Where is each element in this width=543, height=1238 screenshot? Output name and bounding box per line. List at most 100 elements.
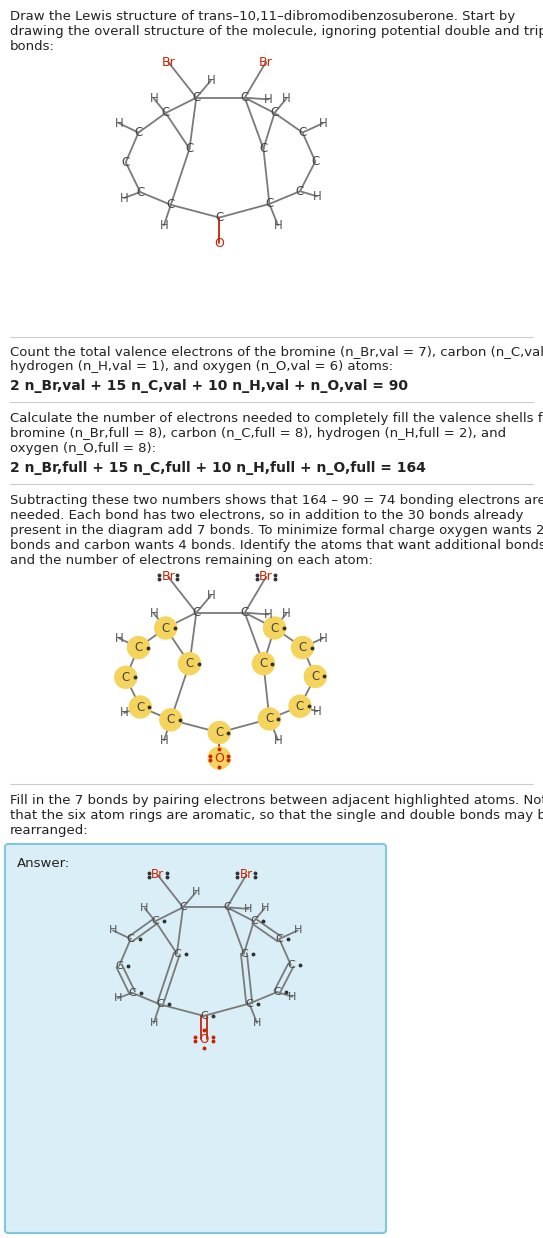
Text: C: C	[270, 106, 279, 120]
Text: C: C	[167, 198, 175, 212]
Text: C: C	[260, 142, 268, 155]
Text: C: C	[136, 701, 144, 713]
Text: H: H	[192, 886, 200, 898]
Text: O: O	[214, 751, 224, 765]
Text: C: C	[270, 621, 279, 635]
Circle shape	[160, 709, 182, 730]
Text: Subtracting these two numbers shows that 164 – 90 = 74 bonding electrons are: Subtracting these two numbers shows that…	[10, 494, 543, 508]
Text: H: H	[288, 992, 296, 1002]
Text: H: H	[282, 607, 291, 620]
Text: H: H	[119, 192, 129, 204]
Text: Calculate the number of electrons needed to completely fill the valence shells f: Calculate the number of electrons needed…	[10, 412, 543, 425]
Text: 2 n_Br,val + 15 n_C,val + 10 n_H,val + n_O,val = 90: 2 n_Br,val + 15 n_C,val + 10 n_H,val + n…	[10, 379, 408, 392]
Text: H: H	[115, 116, 123, 130]
Text: H: H	[313, 704, 321, 718]
Circle shape	[292, 636, 313, 659]
Text: that the six atom rings are aromatic, so that the single and double bonds may be: that the six atom rings are aromatic, so…	[10, 808, 543, 822]
Text: H: H	[253, 1018, 261, 1028]
Text: C: C	[179, 903, 187, 912]
Text: H: H	[206, 74, 215, 87]
Text: Answer:: Answer:	[17, 857, 70, 870]
Text: Br: Br	[151, 869, 164, 881]
Text: Count the total valence electrons of the bromine (n_Br,val = 7), carbon (n_C,val: Count the total valence electrons of the…	[10, 345, 543, 358]
Circle shape	[258, 708, 280, 730]
Text: H: H	[113, 993, 122, 1003]
Text: C: C	[241, 607, 249, 619]
Text: C: C	[185, 657, 194, 670]
Text: C: C	[299, 641, 307, 654]
Text: C: C	[134, 126, 143, 139]
Text: H: H	[119, 707, 129, 719]
Text: H: H	[149, 607, 158, 620]
Text: Br: Br	[259, 571, 273, 583]
Circle shape	[252, 652, 274, 675]
Text: C: C	[260, 657, 268, 670]
Text: C: C	[245, 999, 253, 1009]
Text: C: C	[266, 712, 274, 725]
Text: C: C	[128, 988, 136, 998]
Text: C: C	[156, 999, 164, 1009]
Text: needed. Each bond has two electrons, so in addition to the 30 bonds already: needed. Each bond has two electrons, so …	[10, 509, 523, 522]
Text: C: C	[115, 961, 123, 971]
Text: C: C	[215, 210, 223, 224]
Text: Br: Br	[161, 571, 175, 583]
Circle shape	[289, 696, 311, 717]
Text: H: H	[141, 903, 149, 914]
Text: C: C	[127, 933, 135, 943]
Text: H: H	[264, 93, 273, 106]
Text: C: C	[151, 916, 159, 926]
FancyBboxPatch shape	[5, 844, 386, 1233]
Text: C: C	[250, 916, 258, 926]
Text: H: H	[319, 116, 327, 130]
Text: H: H	[109, 926, 117, 936]
Text: H: H	[264, 608, 273, 621]
Text: C: C	[192, 92, 200, 104]
Text: Br: Br	[239, 869, 252, 881]
Text: H: H	[294, 926, 302, 936]
Text: 2 n_Br,full + 15 n_C,full + 10 n_H,full + n_O,full = 164: 2 n_Br,full + 15 n_C,full + 10 n_H,full …	[10, 461, 426, 475]
Text: H: H	[160, 219, 168, 232]
Text: H: H	[150, 1018, 158, 1028]
Text: H: H	[160, 734, 168, 747]
Text: Fill in the 7 bonds by pairing electrons between adjacent highlighted atoms. Not: Fill in the 7 bonds by pairing electrons…	[10, 794, 543, 807]
Text: C: C	[134, 641, 143, 654]
Text: C: C	[296, 699, 304, 713]
Text: C: C	[223, 903, 231, 912]
Text: C: C	[273, 987, 281, 997]
Text: rearranged:: rearranged:	[10, 825, 89, 837]
Text: O: O	[199, 1032, 209, 1046]
Text: C: C	[311, 155, 319, 168]
Circle shape	[209, 747, 230, 769]
Text: H: H	[274, 734, 282, 747]
Text: C: C	[241, 92, 249, 104]
Text: C: C	[122, 671, 130, 683]
Text: O: O	[214, 236, 224, 250]
Circle shape	[155, 617, 176, 639]
Text: bromine (n_Br,full = 8), carbon (n_C,full = 8), hydrogen (n_H,full = 2), and: bromine (n_Br,full = 8), carbon (n_C,ful…	[10, 427, 506, 439]
Text: Br: Br	[161, 56, 175, 68]
Text: hydrogen (n_H,val = 1), and oxygen (n_O,val = 6) atoms:: hydrogen (n_H,val = 1), and oxygen (n_O,…	[10, 360, 393, 373]
Text: C: C	[173, 948, 181, 958]
Text: H: H	[282, 92, 291, 105]
Circle shape	[263, 617, 286, 639]
Text: C: C	[167, 713, 175, 727]
Circle shape	[179, 652, 200, 675]
Text: bonds and carbon wants 4 bonds. Identify the atoms that want additional bonds: bonds and carbon wants 4 bonds. Identify…	[10, 539, 543, 552]
Text: C: C	[200, 1011, 208, 1021]
Circle shape	[209, 722, 230, 744]
Circle shape	[304, 666, 326, 687]
Text: H: H	[244, 904, 252, 914]
Text: H: H	[261, 903, 269, 914]
Text: C: C	[266, 197, 274, 210]
Text: present in the diagram add 7 bonds. To minimize formal charge oxygen wants 2: present in the diagram add 7 bonds. To m…	[10, 524, 543, 537]
Text: C: C	[299, 126, 307, 139]
Text: and the number of electrons remaining on each atom:: and the number of electrons remaining on…	[10, 553, 373, 567]
Text: C: C	[240, 948, 248, 958]
Text: C: C	[185, 142, 194, 155]
Text: H: H	[274, 219, 282, 232]
Text: C: C	[192, 607, 200, 619]
Text: C: C	[215, 725, 223, 739]
Text: C: C	[311, 670, 319, 683]
Text: C: C	[162, 106, 170, 120]
Text: C: C	[136, 186, 144, 198]
